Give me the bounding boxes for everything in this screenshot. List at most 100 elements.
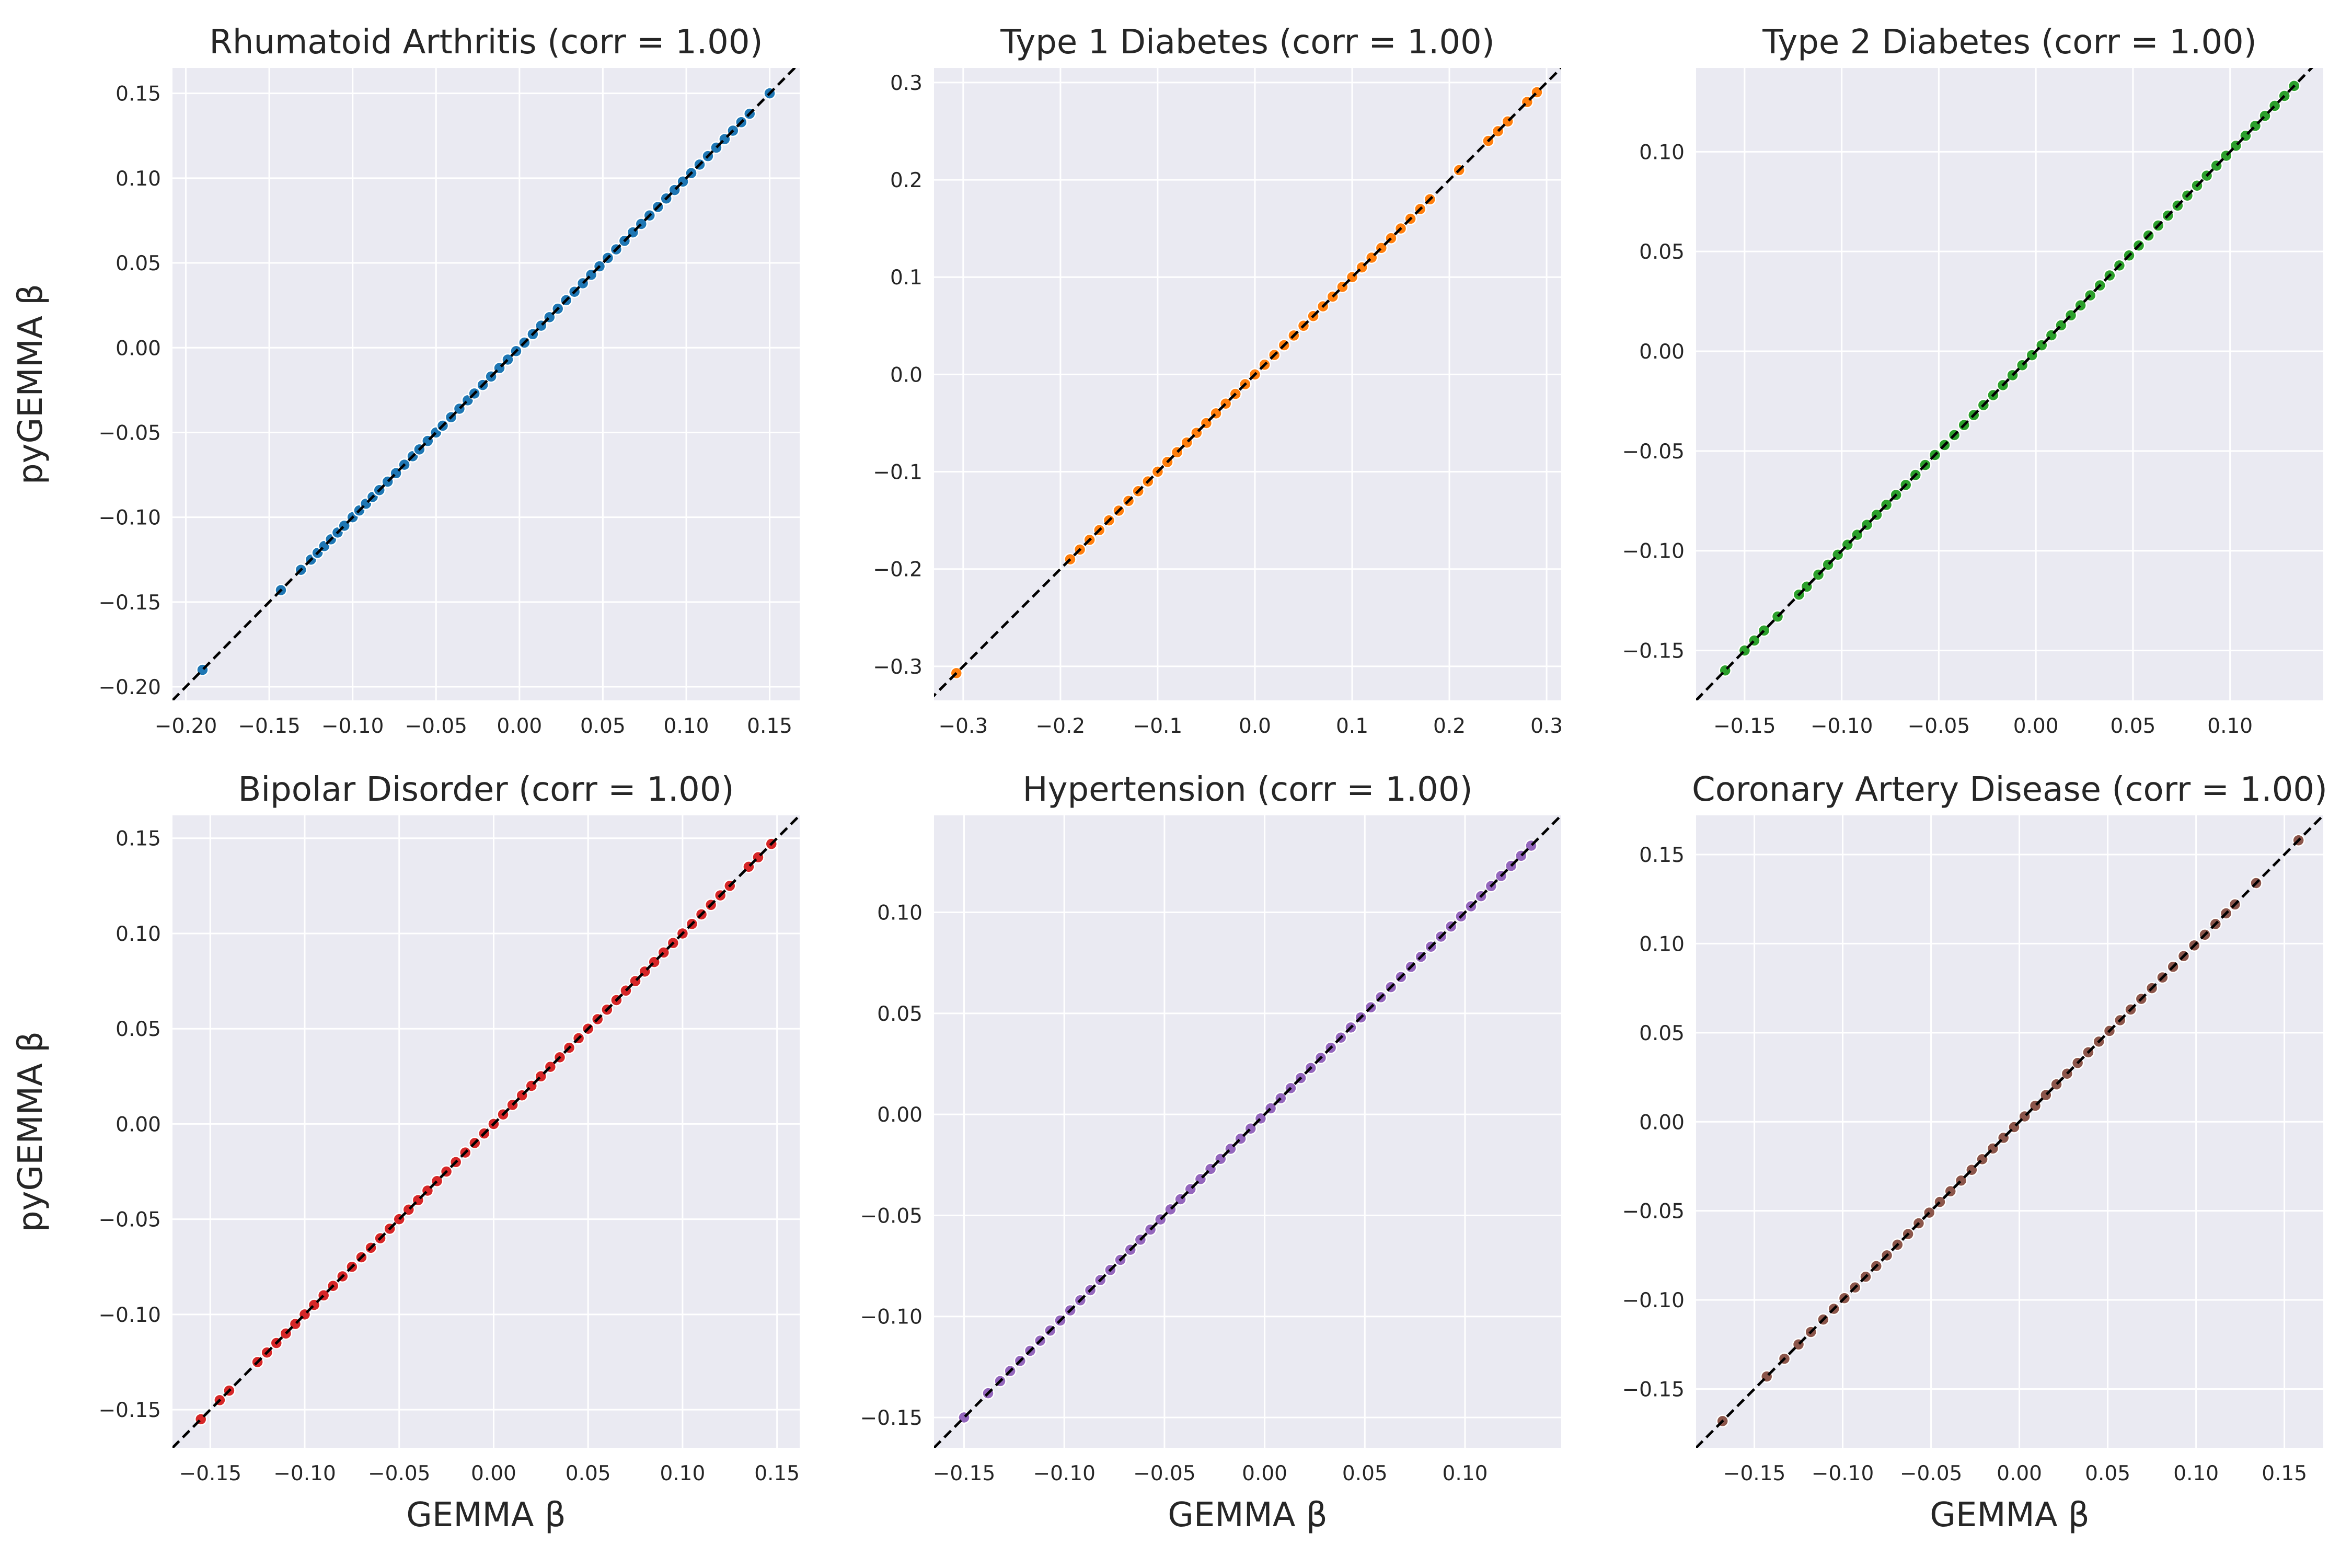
y-tick-label: −0.15 (98, 1399, 161, 1422)
x-tick-label: −0.15 (1723, 1462, 1786, 1485)
x-tick-label: −0.15 (933, 1462, 996, 1485)
panel-title: Hypertension (corr = 1.00) (1022, 770, 1472, 809)
x-tick-label: 0.00 (1242, 1462, 1287, 1485)
x-tick-label: −0.3 (938, 714, 988, 738)
panel-6: −0.15 −0.10 −0.05 0.00 0.05 0.10 0.15 −0.15 −0.1… (1622, 770, 2327, 1535)
x-axis-label: GEMMA β (1168, 1496, 1327, 1535)
x-tick-label: 0.10 (2173, 1462, 2219, 1485)
x-tick-label: 0.15 (2262, 1462, 2307, 1485)
x-tick-label: −0.10 (321, 714, 384, 738)
y-tick-label: −0.2 (873, 558, 923, 582)
y-axis-label: pyGEMMA β (11, 1031, 50, 1232)
y-tick-label: 0.05 (1639, 240, 1685, 264)
identity-line (1696, 815, 2323, 1448)
x-tick-label: −0.15 (179, 1462, 242, 1485)
x-tick-label: 0.1 (1336, 714, 1368, 738)
x-tick-label: 0.3 (1530, 714, 1563, 738)
y-tick-label: −0.15 (1622, 1378, 1685, 1402)
y-tick-label: −0.15 (1622, 640, 1685, 663)
y-tick-label: −0.20 (98, 676, 161, 699)
y-tick-label: −0.15 (98, 591, 161, 615)
y-tick-label: 0.0 (890, 363, 923, 387)
x-tick-label: −0.15 (238, 714, 301, 738)
y-tick-label: 0.05 (116, 1018, 161, 1041)
panel-1: −0.20 −0.15 −0.10 −0.05 0.00 0.05 0.10 0.15 −0.2… (11, 23, 800, 738)
y-tick-label: −0.05 (98, 421, 161, 445)
x-tick-label: −0.10 (273, 1462, 336, 1485)
y-axis-label: pyGEMMA β (11, 284, 50, 485)
y-tick-label: 0.00 (116, 337, 161, 360)
y-tick-label: −0.05 (860, 1204, 923, 1228)
x-tick-label: −0.05 (1900, 1462, 1963, 1485)
y-tick-label: −0.05 (1622, 1200, 1685, 1224)
y-tick-label: 0.00 (1639, 340, 1685, 364)
panel-title: Rhumatoid Arthritis (corr = 1.00) (209, 23, 763, 62)
y-tick-label: −0.05 (1622, 440, 1685, 464)
y-tick-label: 0.3 (890, 72, 923, 95)
x-tick-label: −0.2 (1036, 714, 1086, 738)
x-tick-label: 0.05 (2085, 1462, 2130, 1485)
x-tick-label: 0.15 (747, 714, 792, 738)
y-tick-label: 0.05 (877, 1002, 923, 1026)
y-tick-label: 0.10 (1639, 932, 1685, 956)
x-tick-label: 0.10 (1443, 1462, 1488, 1485)
y-tick-label: −0.10 (1622, 540, 1685, 563)
x-tick-label: 0.10 (664, 714, 709, 738)
x-tick-label: −0.05 (405, 714, 467, 738)
x-axis-label: GEMMA β (406, 1496, 566, 1535)
x-tick-label: −0.10 (1033, 1462, 1096, 1485)
y-tick-label: −0.10 (98, 1304, 161, 1327)
x-tick-label: 0.05 (566, 1462, 611, 1485)
panel-title: Type 1 Diabetes (corr = 1.00) (1000, 23, 1494, 62)
panel-title: Coronary Artery Disease (corr = 1.00) (1692, 770, 2327, 809)
x-tick-label: 0.00 (2013, 714, 2059, 738)
x-tick-label: 0.00 (1997, 1462, 2042, 1485)
y-tick-label: 0.10 (116, 167, 161, 191)
x-tick-label: −0.10 (1811, 714, 1873, 738)
y-tick-label: −0.1 (873, 461, 923, 485)
x-tick-label: 0.0 (1239, 714, 1271, 738)
panel-5: −0.15 −0.10 −0.05 0.00 0.05 0.10 −0.15 −0.10 −0.… (860, 770, 1561, 1535)
x-tick-label: −0.10 (1812, 1462, 1874, 1485)
y-tick-label: 0.15 (116, 83, 161, 106)
identity-line (934, 68, 1561, 698)
y-tick-label: 0.00 (1639, 1111, 1685, 1134)
x-tick-label: −0.05 (1133, 1462, 1196, 1485)
x-tick-label: 0.05 (2110, 714, 2155, 738)
panel-title: Bipolar Disorder (corr = 1.00) (238, 770, 734, 809)
x-tick-label: 0.10 (2207, 714, 2253, 738)
y-tick-label: −0.3 (873, 655, 923, 679)
panel-3: −0.15 −0.10 −0.05 0.00 0.05 0.10 −0.15 −0.10 −0.… (1622, 23, 2323, 738)
y-tick-label: −0.10 (860, 1306, 923, 1329)
x-tick-label: 0.10 (660, 1462, 705, 1485)
panel-4: −0.15 −0.10 −0.05 0.00 0.05 0.10 0.15 −0.15 −0.1… (11, 770, 800, 1535)
y-tick-label: 0.2 (890, 169, 923, 192)
x-tick-label: −0.05 (368, 1462, 431, 1485)
y-tick-label: 0.05 (116, 252, 161, 275)
y-tick-label: 0.10 (1639, 141, 1685, 164)
identity-line (934, 815, 1561, 1448)
y-tick-label: 0.15 (116, 827, 161, 851)
y-tick-label: −0.10 (98, 506, 161, 530)
panel-title: Type 2 Diabetes (corr = 1.00) (1762, 23, 2256, 62)
panel-2: −0.3 −0.2 −0.1 0.0 0.1 0.2 0.3 −0.3 −0.2 −0.1 0.0 0… (873, 23, 1563, 738)
x-tick-label: 0.15 (754, 1462, 800, 1485)
y-tick-label: 0.00 (877, 1103, 923, 1127)
x-tick-label: 0.05 (1342, 1462, 1388, 1485)
x-tick-label: −0.15 (1713, 714, 1776, 738)
identity-line (172, 68, 797, 700)
y-tick-label: 0.05 (1639, 1022, 1685, 1045)
x-tick-label: 0.00 (471, 1462, 516, 1485)
x-tick-label: −0.1 (1133, 714, 1183, 738)
identity-line (172, 815, 800, 1448)
y-tick-label: −0.15 (860, 1406, 923, 1430)
y-tick-label: 0.1 (890, 266, 923, 290)
y-tick-label: 0.10 (877, 902, 923, 925)
x-tick-label: 0.2 (1433, 714, 1466, 738)
x-tick-label: 0.05 (580, 714, 626, 738)
y-tick-label: 0.15 (1639, 844, 1685, 867)
x-axis-label: GEMMA β (1930, 1496, 2089, 1535)
y-tick-label: 0.10 (116, 923, 161, 946)
x-tick-label: −0.05 (1908, 714, 1970, 738)
